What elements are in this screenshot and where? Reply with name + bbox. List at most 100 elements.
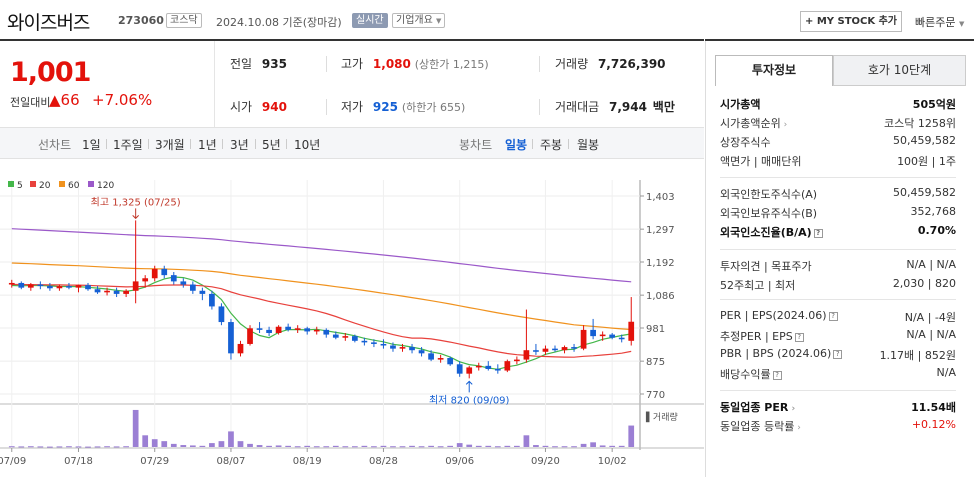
info-value: 2,030 | 820 — [892, 277, 956, 290]
help-icon[interactable]: ? — [794, 332, 804, 342]
chevron-right-icon[interactable]: › — [788, 404, 796, 414]
tab-3y[interactable]: 3년 — [230, 138, 249, 152]
candle-body — [580, 329, 587, 349]
info-label: 동일업종 PER › — [720, 401, 796, 414]
current-price: 1,001 — [10, 57, 91, 88]
info-row: 시가총액순위 › 코스닥 1258위 — [720, 115, 956, 133]
tab-hoga-10[interactable]: 호가 10단계 — [833, 55, 966, 86]
realtime-button[interactable]: 실시간 — [352, 13, 388, 28]
volume-bar — [151, 439, 158, 447]
candle-chart-label: 봉차트 — [459, 138, 493, 152]
tab-10y[interactable]: 10년 — [294, 138, 321, 152]
tab-1y[interactable]: 1년 — [198, 138, 217, 152]
volume-bar — [228, 431, 234, 447]
invest-info-panel: 투자정보 호가 10단계 시가총액 505억원 시가총액순위 › 코스닥 1258위 상… — [705, 41, 974, 477]
info-label: 동일업종 등락률 › — [720, 420, 801, 433]
candle-body — [371, 342, 377, 344]
info-label: 상장주식수 — [720, 136, 771, 149]
info-label: 추정PER | EPS? — [720, 328, 804, 344]
stat-value: 925 — [372, 100, 398, 114]
company-info-dropdown[interactable]: 기업개요 ▼ — [392, 13, 446, 28]
candle-body — [75, 285, 82, 288]
volume-bar — [552, 446, 558, 448]
annotation-high: 최고 1,325 (07/25) — [91, 196, 181, 208]
legend-label: 60 — [68, 181, 80, 191]
volume-bar — [447, 445, 454, 447]
tab-1d[interactable]: 1일 — [82, 138, 101, 152]
divider — [0, 39, 704, 41]
chevron-right-icon[interactable]: › — [780, 120, 788, 130]
company-info-label: 기업개요 — [396, 15, 433, 26]
help-icon[interactable]: ? — [833, 349, 843, 359]
top-bar: 와이즈버즈 273060 코스닥 2024.10.08 기준(장마감) 실시간 … — [0, 0, 974, 40]
tab-1w[interactable]: 1주일 — [113, 138, 143, 152]
help-icon[interactable]: ? — [772, 370, 782, 380]
volume-bar — [275, 445, 282, 447]
info-value: 505억원 — [912, 98, 956, 111]
volume-bar — [580, 443, 587, 447]
stat-label: 거래대금 — [555, 100, 600, 114]
x-tick-label: 08/19 — [293, 456, 322, 467]
market-badge: 코스닥 — [166, 13, 202, 28]
volume-bar — [380, 445, 387, 447]
divider — [720, 299, 956, 300]
candle-body — [66, 286, 72, 288]
volume-bar — [18, 446, 25, 448]
volume-bar — [47, 446, 53, 448]
candle-body — [113, 290, 120, 294]
candle-body — [304, 328, 311, 332]
candle-body — [56, 286, 63, 289]
volume-bar — [361, 445, 368, 447]
annotation-low: 최저 820 (09/09) — [429, 394, 510, 406]
tab-5y[interactable]: 5년 — [262, 138, 281, 152]
candle-body — [447, 358, 454, 365]
volume-bar — [313, 446, 320, 448]
candle-body — [209, 293, 215, 307]
tab-monthly[interactable]: 월봉 — [577, 138, 600, 152]
candle-body — [151, 268, 158, 279]
volume-bar — [323, 446, 330, 448]
x-tick-label: 10/02 — [598, 456, 627, 467]
volume-bar — [294, 446, 301, 448]
stat-value: 7,726,390 — [597, 57, 666, 71]
candle-body — [8, 282, 15, 285]
divider — [326, 99, 327, 115]
volume-bar — [266, 445, 272, 447]
legend-swatch — [8, 181, 14, 187]
tab-daily[interactable]: 일봉 — [505, 138, 528, 152]
ma-line-5 — [11, 276, 632, 370]
info-value: N/A | -4원 — [904, 311, 956, 324]
candle-body — [161, 268, 168, 276]
quick-order-button[interactable]: 빠른주문 ▼ — [915, 14, 964, 30]
volume-bar — [437, 446, 444, 448]
divider — [720, 177, 956, 178]
info-label: 외국인한도주식수(A) — [720, 188, 818, 201]
candle-body — [142, 278, 149, 282]
stock-chart[interactable]: 1,403 1,297 1,192 1,086 981 875 770 07/09 07/18 0… — [0, 160, 704, 477]
candle-body — [47, 286, 53, 289]
help-icon[interactable]: ? — [813, 228, 823, 238]
tab-weekly[interactable]: 주봉 — [540, 138, 563, 152]
y-tick-label: 1,297 — [646, 225, 675, 236]
tab-invest-info[interactable]: 투자정보 — [715, 55, 833, 86]
volume-bar — [123, 446, 129, 448]
candle-body — [523, 350, 530, 360]
volume-bar — [132, 409, 139, 447]
divider — [705, 39, 974, 41]
candle-body — [494, 368, 501, 371]
volume-bar — [523, 435, 530, 447]
volume-bar — [342, 446, 349, 448]
arrow-up-icon — [465, 380, 473, 393]
chevron-right-icon[interactable]: › — [794, 423, 801, 433]
info-row: 액면가 | 매매단위 100원 | 1주 — [720, 153, 956, 171]
legend-label: 5 — [17, 181, 23, 191]
volume-bar — [161, 441, 168, 447]
info-row: 외국인보유주식수(B) 352,768 — [720, 205, 956, 223]
stat-label: 시가 — [230, 100, 253, 114]
my-stock-add-button[interactable]: + MY STOCK 추가 — [800, 11, 902, 32]
stat-label: 고가 — [341, 57, 364, 71]
help-icon[interactable]: ? — [828, 311, 838, 321]
divider — [286, 139, 287, 149]
tab-3m[interactable]: 3개월 — [155, 138, 185, 152]
stat-low: 저가 925 (하한가 655) — [341, 98, 465, 115]
